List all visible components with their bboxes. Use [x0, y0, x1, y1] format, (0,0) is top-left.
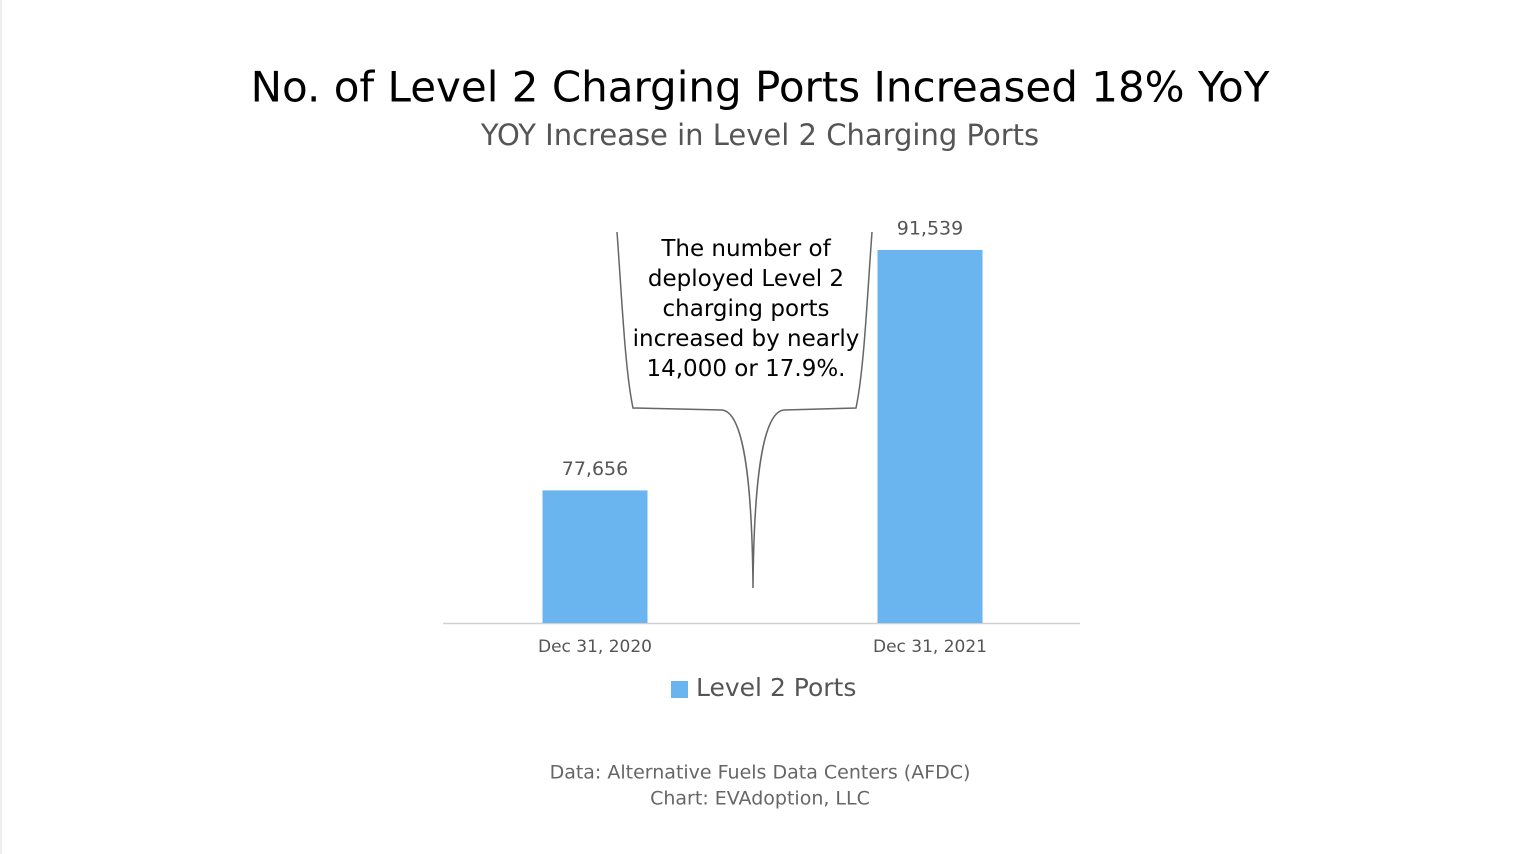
legend-label: Level 2 Ports	[696, 673, 856, 702]
callout	[616, 231, 873, 589]
x-tick-label: Dec 31, 2021	[873, 637, 987, 657]
bar	[542, 490, 648, 623]
legend-swatch	[671, 681, 688, 698]
annotation: The number of deployed Level 2 charging …	[632, 236, 860, 382]
x-tick-label: Dec 31, 2020	[538, 637, 652, 657]
bar	[877, 249, 983, 623]
chart-subtitle: YOY Increase in Level 2 Charging Ports	[480, 118, 1039, 152]
source-line: Chart: EVAdoption, LLC	[650, 788, 870, 810]
source-line: Data: Alternative Fuels Data Centers (AF…	[550, 762, 971, 784]
chart-title: No. of Level 2 Charging Ports Increased …	[251, 63, 1270, 112]
value-label: 77,656	[562, 458, 628, 480]
value-label: 91,539	[897, 217, 963, 239]
